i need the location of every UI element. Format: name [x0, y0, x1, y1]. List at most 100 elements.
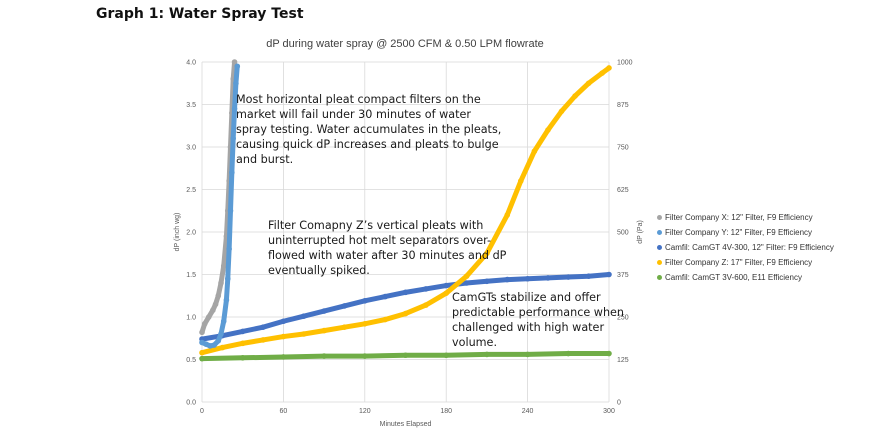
data-point	[565, 274, 572, 280]
data-point	[423, 302, 429, 308]
chart-legend: Filter Company X: 12" Filter, F9 Efficie…	[657, 210, 834, 285]
data-point	[220, 263, 227, 269]
data-point	[443, 352, 450, 359]
data-point	[205, 314, 212, 320]
data-point	[341, 303, 348, 309]
data-point	[229, 169, 235, 176]
y2-tick-label: 250	[617, 315, 629, 322]
x-tick-label: 120	[359, 408, 371, 415]
legend-item: Filter Company Z: 17" Filter, F9 Efficie…	[657, 255, 834, 270]
data-point	[484, 250, 490, 257]
legend-label: Camfil: CamGT 3V-600, E11 Efficiency	[665, 273, 802, 282]
data-point	[382, 316, 388, 323]
legend-item: Filter Company X: 12" Filter, F9 Efficie…	[657, 210, 834, 225]
data-point	[463, 273, 470, 280]
chart-title: dP during water spray @ 2500 CFM & 0.50 …	[266, 38, 544, 50]
y-tick-label: 3.5	[186, 102, 196, 109]
data-point	[423, 286, 429, 292]
data-point	[321, 308, 327, 314]
data-point	[321, 353, 327, 359]
data-point	[199, 349, 205, 356]
data-point	[606, 65, 612, 71]
data-point	[215, 292, 222, 299]
data-point	[565, 350, 572, 357]
series-group	[199, 63, 241, 349]
data-point	[218, 331, 224, 337]
data-point	[280, 333, 287, 340]
legend-item: Camfil: CamGT 4V-300, 12" Filter: F9 Eff…	[657, 240, 834, 255]
y2-tick-label: 0	[617, 400, 621, 407]
data-point	[300, 331, 307, 337]
annotation-line: Most horizontal pleat compact filters on…	[236, 93, 481, 106]
y2-tick-label: 1000	[617, 60, 633, 67]
data-point	[558, 108, 565, 115]
y2-tick-label: 875	[617, 102, 629, 109]
data-point	[443, 290, 450, 297]
annotation-line: market will fail under 30 minutes of wat…	[236, 108, 472, 121]
data-point	[504, 212, 511, 218]
annotation-line: CamGTs stabilize and offer	[452, 291, 601, 304]
legend-label: Filter Company Y: 12" Filter, F9 Efficie…	[665, 228, 813, 237]
annotation-line: volume.	[452, 336, 498, 349]
y-tick-label: 1.5	[186, 272, 196, 279]
data-point	[227, 207, 234, 214]
data-point	[402, 310, 409, 317]
legend-item: Camfil: CamGT 3V-600, E11 Efficiency	[657, 270, 834, 285]
data-point	[443, 282, 450, 289]
data-point	[215, 338, 222, 344]
data-point	[382, 293, 388, 300]
legend-swatch	[657, 215, 662, 220]
data-point	[599, 70, 606, 76]
annotation-line: and burst.	[236, 153, 294, 166]
data-point	[210, 307, 216, 314]
y-tick-label: 2.0	[186, 230, 196, 237]
legend-swatch	[657, 260, 662, 265]
annotation-line: eventually spiked.	[268, 264, 370, 277]
annotation-line: predictable performance when	[452, 306, 625, 319]
y-axis-title: dP (inch wg)	[174, 213, 181, 252]
data-point	[402, 289, 409, 296]
data-point	[341, 324, 348, 331]
annotation-line: Filter Comapny Z’s vertical pleats with	[268, 219, 484, 232]
data-point	[239, 355, 246, 361]
data-point	[585, 273, 592, 280]
annotation-horizontal-pleat: Most horizontal pleat compact filters on…	[236, 92, 501, 167]
data-point	[239, 340, 246, 347]
data-point	[224, 275, 231, 282]
data-point	[518, 178, 524, 184]
annotation-line: spray testing. Water accumulates in the …	[236, 123, 502, 136]
data-point	[545, 127, 551, 133]
annotation-vertical-pleat: Filter Comapny Z’s vertical pleats with …	[268, 218, 506, 278]
data-point	[233, 80, 239, 87]
data-point	[524, 351, 531, 358]
data-point	[199, 355, 205, 362]
x-tick-label: 0	[200, 408, 204, 415]
data-point	[239, 328, 246, 335]
annotation-line: uninterrupted hot melt separators over-	[268, 234, 492, 247]
data-point	[362, 298, 368, 304]
data-point	[484, 278, 490, 285]
data-point	[220, 318, 227, 325]
x-tick-label: 60	[280, 408, 288, 415]
y-tick-label: 3.0	[186, 145, 196, 152]
data-point	[585, 80, 592, 87]
data-point	[606, 271, 612, 278]
x-tick-label: 180	[440, 408, 452, 415]
y-tick-label: 0.5	[186, 357, 196, 364]
data-point	[231, 105, 238, 112]
data-point	[300, 313, 307, 319]
annotation-line: causing quick dP increases and pleats to…	[236, 138, 499, 151]
data-point	[218, 280, 224, 286]
y2-tick-label: 750	[617, 145, 629, 152]
data-point	[321, 327, 327, 334]
annotation-line: challenged with high water	[452, 321, 605, 334]
x-axis-title: Minutes Elapsed	[380, 421, 432, 428]
y2-tick-label: 625	[617, 187, 629, 194]
y2-tick-label: 375	[617, 272, 629, 279]
x-tick-label: 240	[522, 408, 534, 415]
data-point	[260, 324, 266, 331]
data-point	[484, 351, 490, 358]
data-point	[199, 329, 205, 336]
y2-tick-label: 500	[617, 230, 629, 237]
y2-tick-label: 125	[617, 357, 629, 364]
